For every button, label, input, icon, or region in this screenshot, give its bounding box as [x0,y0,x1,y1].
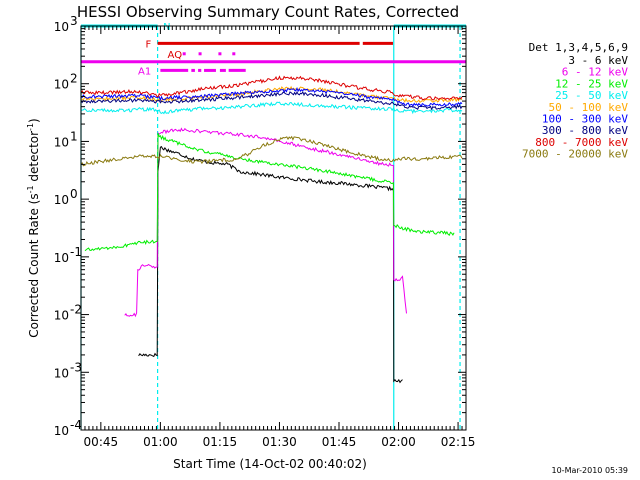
y-tick-label-1: 10 [54,366,69,380]
x-tick-label-6: 02:15 [441,435,476,449]
series-line-3 [81,101,463,115]
legend-entry-1: 6 - 12 keV [562,66,629,79]
y-tick-label-5: 10 [54,135,69,149]
y-tick-exponent-6: 2 [70,72,78,86]
series-line-1 [124,127,407,318]
y-tick-exponent-1: -3 [70,360,82,374]
series-line-6 [81,90,463,111]
attenuator-dot-2 [218,52,222,56]
y-tick-exponent-7: 3 [70,14,78,28]
attenuator-dot-3 [232,52,236,56]
x-tick-label-2: 01:15 [203,435,238,449]
legend-entry-8: 7000 - 20000 keV [522,148,628,161]
series-line-2 [84,132,455,252]
series-line-8 [81,135,463,167]
x-tick-label-3: 01:30 [262,435,297,449]
plot-frame [80,25,467,431]
flag-label-4: A1 [138,66,151,77]
y-axis-label-sup2: -1 [26,123,35,131]
date-stamp: 10-Mar-2010 05:39 [552,466,629,475]
svg-text:Corrected Count Rate (s-1 dete: Corrected Count Rate (s-1 detector-1) [26,118,41,337]
y-axis-label-sup1: -1 [26,185,35,193]
legend-entry-0: 3 - 6 keV [568,54,628,67]
y-tick-label-7: 10 [54,20,69,34]
series-line-5 [81,87,463,108]
flag-label-1: F [145,39,151,50]
y-tick-exponent-3: -1 [70,245,82,259]
x-tick-label-5: 02:00 [381,435,416,449]
series-line-0 [138,146,403,384]
attenuator-dot-1 [198,52,202,56]
legend-entry-4: 50 - 100 keV [549,101,629,114]
series-group [81,75,463,384]
x-tick-label-4: 01:45 [322,435,357,449]
y-tick-label-0: 10 [54,424,69,438]
y-tick-exponent-2: -2 [70,303,82,317]
y-axis-label-mid: detector [27,131,41,186]
y-tick-exponent-0: -4 [70,418,82,432]
x-tick-label-1: 01:00 [143,435,178,449]
attenuator-dot-0 [182,52,186,56]
x-axis-label: Start Time (14-Oct-02 00:40:02) [173,457,367,471]
y-tick-label-3: 10 [54,251,69,265]
y-tick-exponent-5: 1 [70,129,78,143]
legend-entry-6: 300 - 800 keV [542,124,628,137]
plot-area: N F AQ A1 [80,22,466,430]
y-axis-label-main: Corrected Count Rate (s [27,193,41,337]
legend-entry-3: 25 - 50 keV [555,89,628,102]
legend-entry-7: 800 - 7000 keV [535,136,628,149]
y-axis-label-end: ) [27,118,41,123]
y-tick-label-2: 10 [54,309,69,323]
legend-title: Det 1,3,4,5,6,9 [529,41,628,54]
legend-entry-5: 100 - 300 keV [542,113,628,126]
chart-title: HESSI Observing Summary Count Rates, Cor… [77,3,459,21]
y-axis-label: Corrected Count Rate (s-1 detector-1) [26,118,41,337]
flag-label-2: AQ [168,50,183,61]
legend-entry-2: 12 - 25 keV [555,77,628,90]
flag-label-0: N [163,22,170,33]
series-line-7 [81,75,463,101]
y-tick-exponent-4: 0 [70,187,78,201]
x-tick-label-0: 00:45 [84,435,119,449]
y-tick-label-4: 10 [54,193,69,207]
y-tick-label-6: 10 [54,78,69,92]
